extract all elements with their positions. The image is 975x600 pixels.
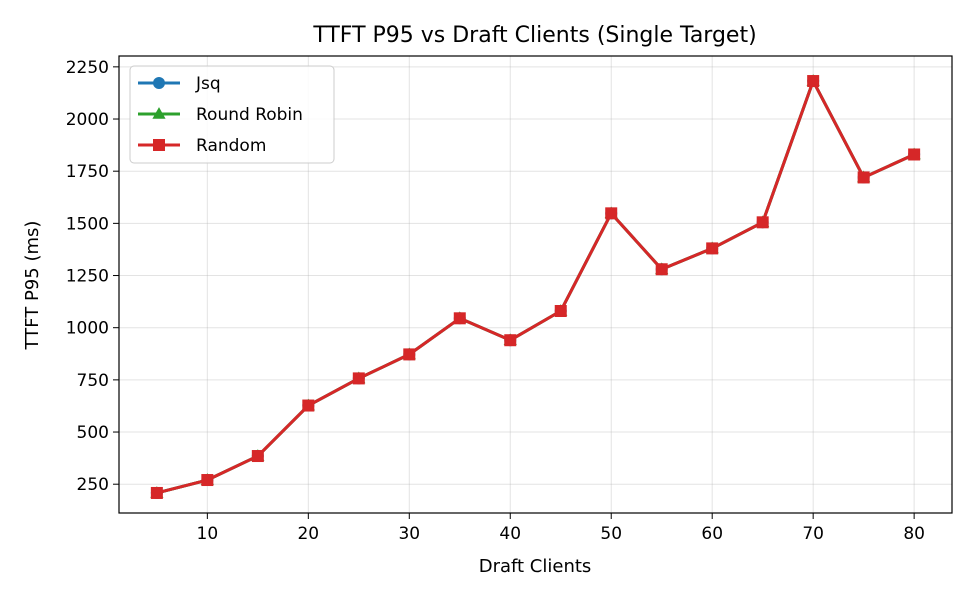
x-tick-label: 30 — [398, 524, 420, 544]
data-point-random — [756, 216, 769, 229]
data-point-random — [908, 148, 921, 161]
legend-marker — [153, 139, 165, 151]
x-tick-label: 20 — [297, 524, 319, 544]
data-point-random — [453, 312, 466, 325]
legend-marker — [152, 107, 166, 119]
legend-item-round-robin: Round Robin — [138, 105, 303, 125]
y-axis: 250 500 750 1000 1250 1500 1750 2000 2250 — [66, 58, 119, 495]
data-point-random — [807, 75, 820, 88]
y-tick-label: 1250 — [66, 267, 109, 287]
x-tick-label: 40 — [499, 524, 521, 544]
x-axis: 10 20 30 40 50 60 70 80 — [197, 513, 925, 544]
y-tick-label: 1000 — [66, 319, 109, 339]
chart-title: TTFT P95 vs Draft Clients (Single Target… — [312, 23, 756, 48]
y-tick-label: 500 — [77, 423, 109, 443]
y-tick-label: 1750 — [66, 162, 109, 182]
x-tick-label: 80 — [903, 524, 925, 544]
data-point-random — [706, 242, 719, 255]
y-tick-label: 2250 — [66, 58, 109, 78]
x-tick-label: 50 — [600, 524, 622, 544]
x-tick-label: 70 — [802, 524, 824, 544]
data-point-random — [403, 348, 416, 361]
legend-box — [129, 65, 335, 164]
data-point-random — [554, 305, 567, 318]
y-tick-label: 250 — [77, 475, 109, 495]
data-point-random — [302, 399, 315, 412]
x-axis-label: Draft Clients — [479, 556, 592, 577]
series-random — [150, 75, 921, 499]
data-point-random — [251, 450, 264, 463]
data-point-random — [605, 207, 618, 220]
series-layer — [150, 74, 921, 499]
legend-label: Round Robin — [196, 105, 303, 125]
x-tick-label: 10 — [197, 524, 219, 544]
y-tick-label: 750 — [77, 371, 109, 391]
data-point-random — [504, 334, 517, 347]
x-tick-label: 60 — [701, 524, 723, 544]
legend: Jsq Round Robin Random — [129, 65, 335, 164]
legend-item-random: Random — [138, 136, 266, 156]
data-point-random — [655, 263, 668, 276]
data-point-random — [857, 171, 870, 184]
series-line-random — [156, 79, 915, 495]
legend-item-jsq: Jsq — [138, 74, 221, 94]
legend-marker — [153, 77, 165, 89]
y-tick-label: 2000 — [66, 110, 109, 130]
legend-label: Jsq — [195, 74, 221, 94]
data-point-random — [201, 474, 214, 487]
plot-frame — [118, 55, 953, 514]
y-axis-label: TTFT P95 (ms) — [22, 221, 43, 351]
data-point-random — [352, 372, 365, 385]
legend-label: Random — [196, 136, 266, 156]
y-tick-label: 1500 — [66, 214, 109, 234]
grid — [119, 56, 952, 513]
data-point-random — [150, 486, 163, 499]
